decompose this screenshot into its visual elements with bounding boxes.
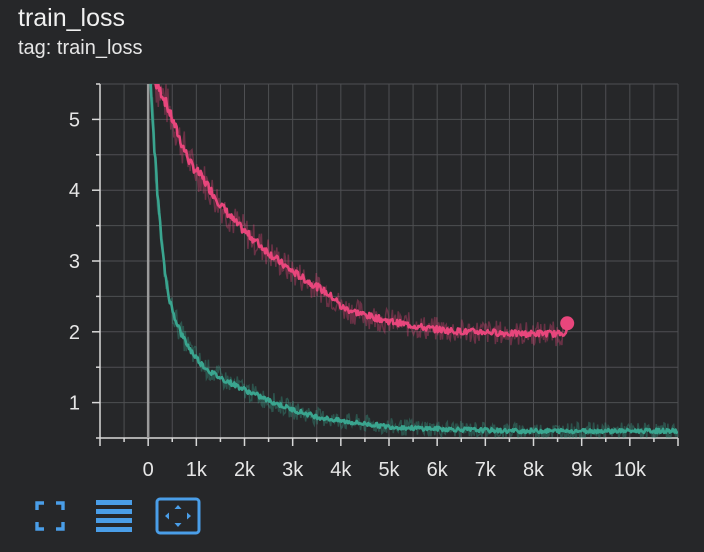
x-tick-label: 8k xyxy=(523,459,545,480)
series-smoothed-line xyxy=(154,84,568,339)
y-tick-label: 4 xyxy=(69,180,80,202)
y-tick-label: 3 xyxy=(69,251,80,273)
y-tick-label: 5 xyxy=(69,109,80,131)
fit-domain-button[interactable] xyxy=(155,497,201,535)
x-tick-label: 4k xyxy=(330,459,352,480)
grid xyxy=(99,83,679,439)
y-tick-label: 2 xyxy=(69,322,80,344)
series-lines xyxy=(149,84,678,438)
x-tick-label: 2k xyxy=(234,459,256,480)
series-raw-line xyxy=(154,84,568,347)
train-loss-chart[interactable]: 1 2 3 4 5 0 1k 2k 3k 4k 5k 6k 7k 8k 9k 10k xyxy=(0,0,704,480)
series-smoothed-line xyxy=(149,84,678,435)
x-tick-label: 7k xyxy=(475,459,497,480)
x-tick-label: 5k xyxy=(378,459,400,480)
axes: 1 2 3 4 5 0 1k 2k 3k 4k 5k 6k 7k 8k 9k 10k xyxy=(69,83,679,480)
fullscreen-icon xyxy=(35,501,65,531)
x-tick-label: 10k xyxy=(614,459,647,480)
tag-label: tag: train_loss xyxy=(18,37,143,59)
series-end-marker xyxy=(560,316,575,331)
x-tick-label: 9k xyxy=(571,459,593,480)
x-tick-label: 1k xyxy=(186,459,208,480)
series-1 xyxy=(149,84,678,438)
fit-domain-icon xyxy=(155,497,201,535)
x-tick-label: 6k xyxy=(427,459,449,480)
fullscreen-button[interactable] xyxy=(27,497,73,535)
lines-icon xyxy=(96,500,132,532)
series-0 xyxy=(154,84,568,347)
y-tick-label: 1 xyxy=(69,393,80,415)
x-tick-label: 3k xyxy=(282,459,304,480)
x-tick-label: 0 xyxy=(143,459,154,480)
toggle-y-log-button[interactable] xyxy=(91,497,137,535)
chart-title: train_loss xyxy=(18,4,125,32)
